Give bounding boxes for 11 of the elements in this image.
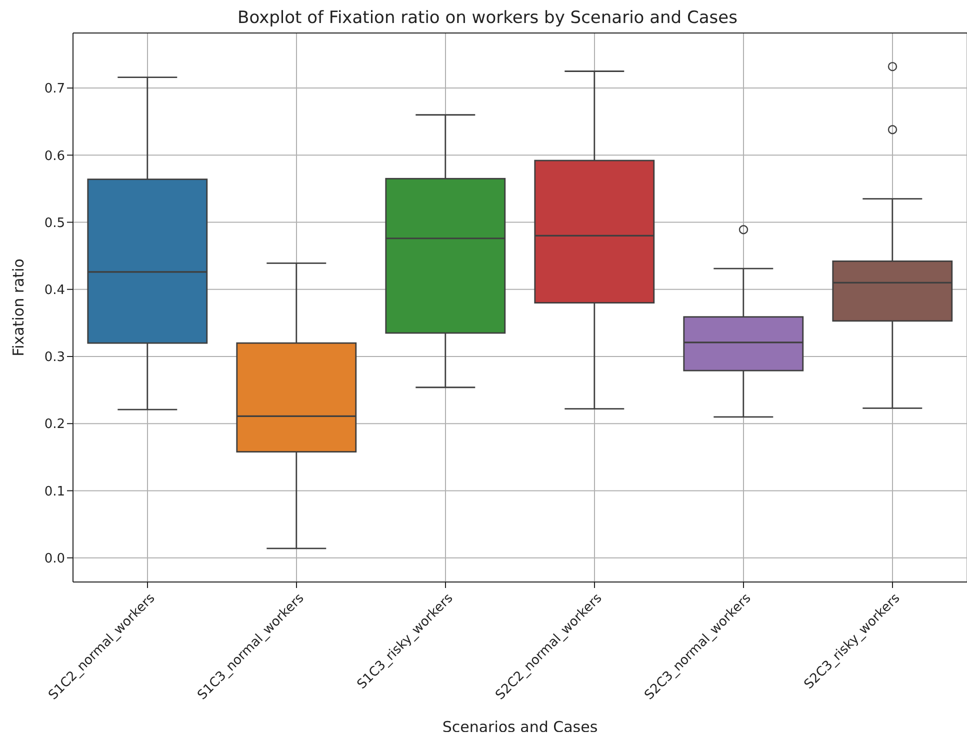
y-tick-label: 0.0 xyxy=(44,551,65,566)
y-axis-title: Fixation ratio xyxy=(9,258,28,356)
chart-title: Boxplot of Fixation ratio on workers by Scenario and Cases xyxy=(236,8,738,30)
y-tick-label: 0.4 xyxy=(44,282,65,298)
x-axis-title: Scenarios and Cases xyxy=(442,718,598,733)
y-tick-label: 0.5 xyxy=(44,216,65,231)
y-tick-label: 0.7 xyxy=(44,82,65,97)
y-tick-label: 0.2 xyxy=(44,417,65,432)
y-tick-label: 0.3 xyxy=(44,350,65,366)
y-tick-label: 0.6 xyxy=(44,148,65,164)
y-tick-label: 0.1 xyxy=(44,484,65,500)
